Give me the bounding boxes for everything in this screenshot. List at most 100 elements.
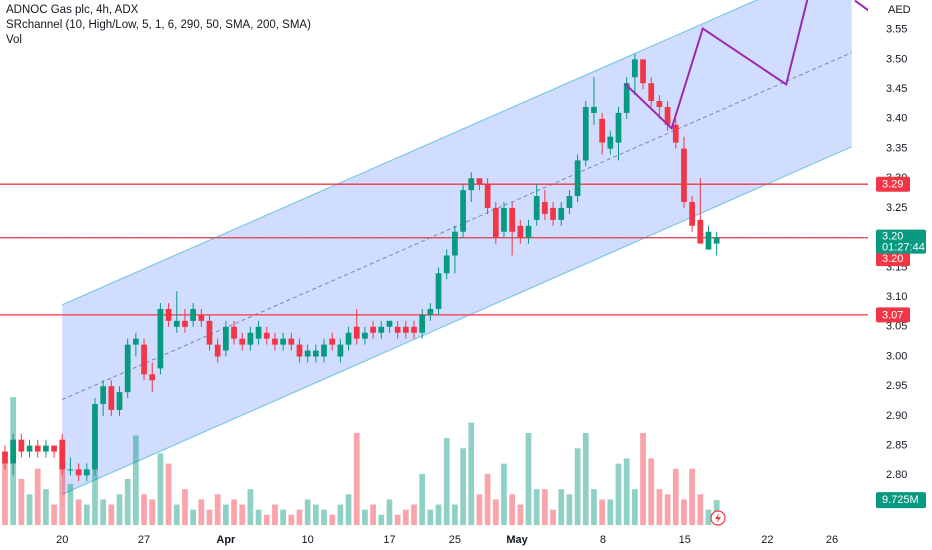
candle-body [566,196,573,208]
volume-bar [525,432,532,525]
candle-body [83,469,90,476]
candle-body [705,231,712,250]
volume-bar [182,489,188,525]
candle-body [362,332,368,339]
volume-bar [337,504,344,525]
volume-title[interactable]: Vol [6,34,22,46]
level-label: 3.07 [882,309,903,321]
y-tick-label: 3.55 [886,24,907,36]
volume-label-box [876,492,926,509]
volume-bar [353,432,360,525]
volume-bar [165,463,172,525]
candle-body [452,231,458,256]
volume-bar [190,509,196,525]
x-tick-label: 17 [383,534,395,546]
volume-bar [198,499,205,525]
x-tick-label: 10 [302,534,314,546]
y-tick-label: 3.50 [886,53,907,65]
candle-body [173,320,180,327]
volume-bar [141,494,147,525]
candle-body [370,326,376,333]
volume-bar [574,448,581,525]
candle-body [75,469,82,476]
y-tick-label: 3.10 [886,291,907,303]
channel-mid [62,52,852,401]
candle-body [67,469,74,471]
candle-body [476,178,483,185]
indicator-title[interactable]: SRchannel (10, High/Low, 5, 1, 6, 290, 5… [6,19,311,31]
y-tick-label: 2.80 [886,469,907,481]
candle-body [533,196,540,220]
volume-bar [345,494,352,525]
candle-body [542,202,548,214]
candle-body [231,326,237,339]
volume-bar [672,468,679,525]
volume-label: 9.725M [882,494,919,506]
candle-body [648,83,655,102]
candle-body [664,106,671,125]
volume-bar [697,494,704,525]
countdown-label: 01:27:44 [882,242,925,254]
volume-bar [263,514,270,525]
icon-bolt [715,513,721,523]
candle-body [34,445,41,452]
volume-bar [222,504,229,525]
candle-body [10,439,17,464]
candle-body [411,326,417,333]
volume-bar [231,499,237,525]
volume-bar [34,468,41,525]
volume-bar [664,494,671,525]
volume-bar [329,514,336,525]
volume-bar [648,458,655,525]
candle-body [182,320,188,327]
candle-body [394,326,401,333]
y-tick-label: 2.95 [886,380,907,392]
candle-body [623,83,630,113]
candle-body [239,338,246,345]
candle-body [165,308,172,321]
volume-bar [288,514,295,525]
volume-bar [100,499,107,525]
candle-body [501,207,507,232]
volume-bar [67,484,74,525]
candle-body [386,320,393,327]
volume-bar [501,463,507,525]
channel-upper [62,0,759,306]
volume-bar [443,438,450,525]
candle-body [468,178,475,191]
volume-bar [509,494,516,525]
candle-body [247,332,254,345]
candle-body [2,451,8,464]
replay-icon[interactable] [710,510,726,526]
x-tick-label: 8 [600,534,606,546]
candle-body [255,326,262,339]
candle-body [402,326,409,333]
candle-body [689,202,695,226]
y-tick-label: 3.40 [886,113,907,125]
volume-bar [435,504,442,525]
symbol-title[interactable]: ADNOC Gas plc, 4h, ADX [6,4,139,16]
x-tick-label: 26 [826,534,838,546]
candle-body [599,118,606,143]
candle-body [607,136,614,149]
y-tick-label: 3.35 [886,142,907,154]
volume-bar [558,489,565,525]
volume-bar [386,499,393,525]
volume-bar [280,509,286,525]
candle-body [157,308,164,369]
candle-body [214,344,221,357]
volume-bar [173,504,180,525]
volume-bar [705,509,712,525]
zigzag-line [854,0,868,12]
level-label: 3.20 [882,253,903,265]
candle-body [92,404,98,470]
volume-bar [582,432,589,525]
candle-body [51,445,57,452]
candle-body [124,344,131,393]
candle-body [378,326,385,333]
candle-body [672,124,679,143]
candle-body [206,320,213,345]
candle-body [419,314,426,333]
volume-bar [591,489,597,525]
